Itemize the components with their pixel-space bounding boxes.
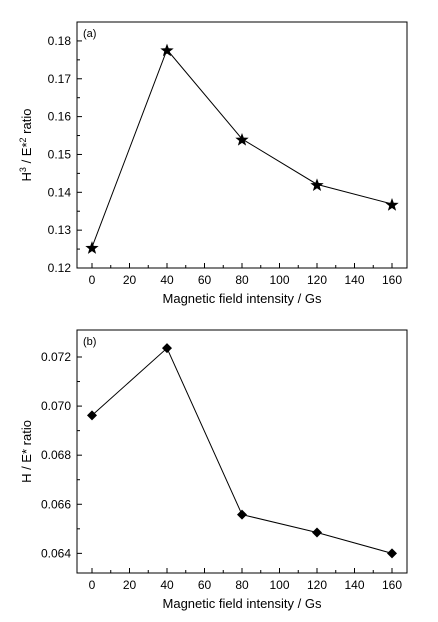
panel-a-y-tick-label: 0.14 <box>48 185 72 199</box>
panel-a-y-title-end: ratio <box>19 109 34 138</box>
panel-b-y-tick-label: 0.066 <box>41 497 71 511</box>
panel-a-y-axis-title: H3 / E*2 ratio <box>18 109 34 182</box>
panel-b-data-point-diamond <box>87 410 97 421</box>
panel-b-x-tick-label: 60 <box>198 578 212 592</box>
panel-a-x-tick-label: 120 <box>307 273 327 287</box>
panel-a-data-point-star <box>160 43 174 57</box>
panel-a-x-tick-label: 0 <box>89 273 96 287</box>
panel-b-x-tick-label: 160 <box>382 578 402 592</box>
panel-a-y-title-main: H <box>19 172 34 181</box>
panel-b-y-tick-label: 0.064 <box>41 546 71 560</box>
panel-a-x-axis-title: Magnetic field intensity / Gs <box>163 291 322 306</box>
panel-a-y-tick-label: 0.15 <box>48 147 72 161</box>
panel-a-series-line <box>91 48 393 248</box>
panel-b-chart: 0 20 40 60 80 100 120 140 160 0.064 0.066 0.068 0.07… <box>19 329 408 611</box>
panel-a-plot-frame <box>76 21 408 269</box>
panel-b-y-tick-label: 0.070 <box>41 399 71 413</box>
panel-a-y-tick-label: 0.17 <box>48 72 72 86</box>
panel-a-label: (a) <box>83 28 96 40</box>
panel-a-y-tick-label: 0.16 <box>48 110 72 124</box>
panel-a-y-title-mid: / E* <box>19 142 34 167</box>
panel-b-y-tick-label: 0.072 <box>41 350 71 364</box>
panel-b-x-tick-label: 100 <box>269 578 289 592</box>
panel-a-x-tick-label: 100 <box>269 273 289 287</box>
panel-b-y-tick-label: 0.068 <box>41 448 71 462</box>
panel-b-x-tick-label: 140 <box>344 578 364 592</box>
panel-b-series-line <box>91 347 393 554</box>
panel-b-x-tick-label: 80 <box>235 578 249 592</box>
panel-b-y-axis-title: H / E* ratio <box>19 420 34 483</box>
panel-a-x-tick-label: 20 <box>123 273 137 287</box>
panel-a-x-tick-label: 60 <box>198 273 212 287</box>
panel-a-x-tick-label: 40 <box>160 273 174 287</box>
panel-b-data-point-diamond <box>312 527 322 538</box>
panel-a-y-title-sup: 2 <box>18 137 28 142</box>
panel-a-y-title-sup: 3 <box>18 167 28 172</box>
panel-a-data-point-star <box>235 132 249 146</box>
panel-b-data-point-diamond <box>162 343 172 354</box>
panel-a-x-tick-label: 140 <box>344 273 364 287</box>
panel-b-y-title-main: H / E* ratio <box>19 420 34 483</box>
panel-a-x-tick-label: 80 <box>235 273 249 287</box>
panel-b-x-tick-label: 20 <box>123 578 137 592</box>
panel-a-x-tick-label: 160 <box>382 273 402 287</box>
panel-a-y-tick-label: 0.18 <box>48 34 72 48</box>
panel-b-plot-frame <box>76 329 408 574</box>
panel-b-data-point-diamond <box>387 548 397 559</box>
panel-b-x-axis-title: Magnetic field intensity / Gs <box>163 596 322 611</box>
panel-b-data-point-diamond <box>237 509 247 520</box>
panel-b-x-tick-label: 120 <box>307 578 327 592</box>
panel-b-x-tick-label: 0 <box>89 578 96 592</box>
panel-a-data-point-star <box>310 178 324 192</box>
panel-a-y-tick-label: 0.12 <box>48 261 72 275</box>
panel-b-x-tick-label: 40 <box>160 578 174 592</box>
panel-a-data-point-star <box>85 241 99 254</box>
panel-a-data-point-star <box>385 198 399 211</box>
panel-b-label: (b) <box>83 336 96 348</box>
panel-a-y-tick-label: 0.13 <box>48 223 72 237</box>
panel-a-chart: 0 20 40 60 80 100 120 140 160 0.12 0.13 0.14 0.15 0.1… <box>18 21 408 306</box>
